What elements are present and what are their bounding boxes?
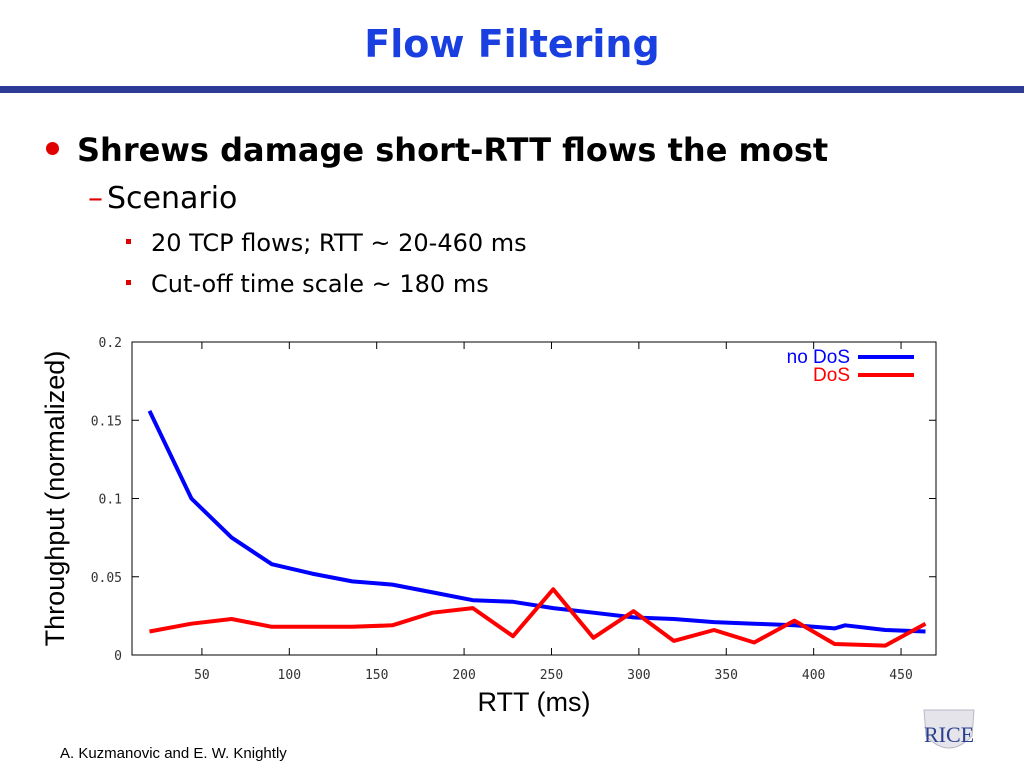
x-tick-label: 50	[194, 668, 210, 683]
series-line-dos	[149, 587, 927, 648]
y-tick-label: 0	[114, 649, 122, 664]
plot-frame	[131, 341, 937, 656]
square-bullet-icon	[126, 238, 131, 244]
x-tick-label: 200	[452, 668, 475, 683]
logo-text: RICE	[924, 722, 974, 747]
bullet-level-3: Cut-off time scale ~ 180 ms	[126, 270, 489, 298]
bullet-dot-icon	[46, 141, 59, 155]
dash-icon: –	[88, 181, 103, 216]
y-tick-label: 0.05	[91, 571, 122, 586]
x-tick-label: 400	[802, 668, 825, 683]
title-divider	[0, 86, 1024, 93]
x-tick-label: 450	[889, 668, 912, 683]
x-tick-label: 250	[540, 668, 563, 683]
bullet-level-2: – Scenario	[88, 181, 237, 216]
bullet-text: Shrews damage short-RTT flows the most	[77, 131, 829, 169]
series-line-no-dos	[147, 410, 926, 634]
legend-label: no DoS	[787, 347, 850, 368]
legend-label: DoS	[813, 365, 850, 386]
slide-title: Flow Filtering	[364, 22, 660, 66]
y-axis-label: Throughput (normalized)	[40, 351, 70, 647]
y-tick-label: 0.15	[91, 414, 122, 429]
bullet-text: Scenario	[107, 181, 238, 216]
x-tick-label: 100	[278, 668, 301, 683]
footer-authors: A. Kuzmanovic and E. W. Knightly	[60, 745, 287, 762]
rice-university-logo: RICE	[923, 709, 975, 749]
bullet-text: Cut-off time scale ~ 180 ms	[151, 270, 489, 298]
x-tick-label: 350	[715, 668, 738, 683]
square-bullet-icon	[126, 279, 131, 285]
x-tick-label: 150	[365, 668, 388, 683]
x-axis-label: RTT (ms)	[478, 687, 591, 717]
bullet-level-3: 20 TCP flows; RTT ~ 20-460 ms	[126, 229, 527, 257]
y-tick-label: 0.2	[99, 336, 122, 351]
throughput-vs-rtt-chart: 0 0.05 0.1 0.15 0.2 50 100 150 200 250 300 350 400 45…	[40, 336, 937, 717]
x-tick-label: 300	[627, 668, 650, 683]
bullet-text: 20 TCP flows; RTT ~ 20-460 ms	[151, 229, 527, 257]
bullet-level-1: Shrews damage short-RTT flows the most	[46, 131, 828, 169]
y-tick-label: 0.1	[99, 493, 122, 508]
